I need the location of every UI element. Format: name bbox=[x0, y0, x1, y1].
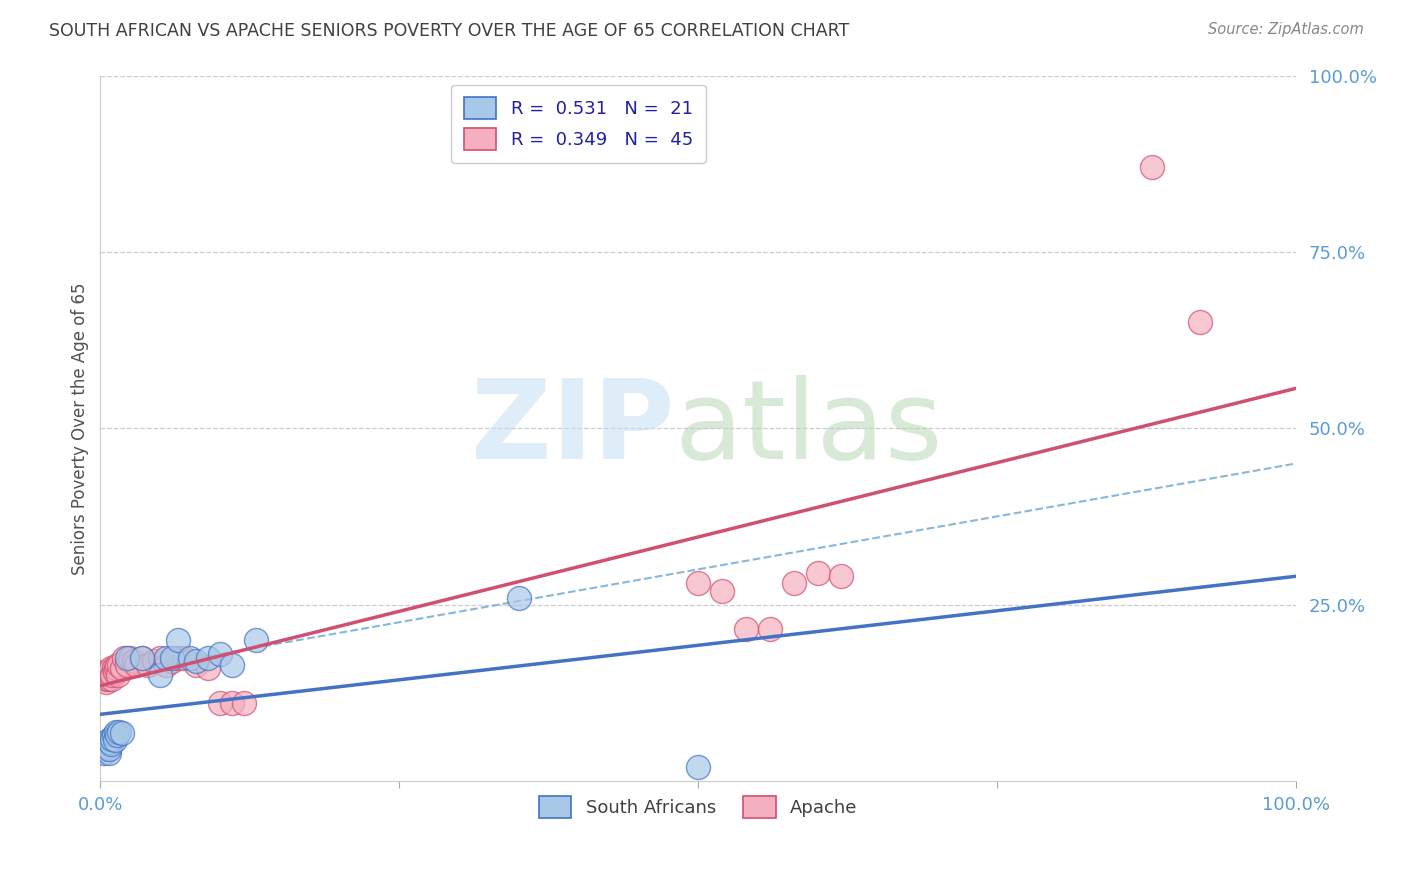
Point bbox=[100, 661, 122, 675]
Point bbox=[221, 657, 243, 672]
Point bbox=[105, 728, 128, 742]
Point bbox=[1189, 315, 1212, 329]
Point bbox=[184, 657, 207, 672]
Point bbox=[93, 665, 115, 679]
Point bbox=[173, 650, 195, 665]
Point bbox=[93, 746, 115, 760]
Point bbox=[758, 623, 780, 637]
Point bbox=[104, 733, 127, 747]
Point bbox=[111, 726, 134, 740]
Point bbox=[160, 650, 183, 665]
Point bbox=[97, 746, 120, 760]
Point bbox=[94, 668, 117, 682]
Point bbox=[120, 650, 142, 665]
Point bbox=[98, 735, 121, 749]
Point bbox=[103, 661, 125, 675]
Point bbox=[782, 576, 804, 591]
Point bbox=[101, 672, 124, 686]
Point bbox=[96, 665, 118, 679]
Point bbox=[103, 728, 125, 742]
Point bbox=[98, 665, 121, 679]
Point bbox=[101, 731, 124, 746]
Point bbox=[97, 742, 120, 756]
Point bbox=[167, 650, 190, 665]
Point bbox=[97, 672, 120, 686]
Point bbox=[115, 657, 138, 672]
Point bbox=[179, 650, 201, 665]
Point bbox=[131, 650, 153, 665]
Point bbox=[111, 661, 134, 675]
Point bbox=[94, 742, 117, 756]
Point bbox=[107, 668, 129, 682]
Point bbox=[136, 657, 159, 672]
Point bbox=[197, 650, 219, 665]
Point bbox=[508, 591, 530, 605]
Text: Source: ZipAtlas.com: Source: ZipAtlas.com bbox=[1208, 22, 1364, 37]
Point bbox=[96, 737, 118, 751]
Point bbox=[108, 657, 131, 672]
Point bbox=[208, 647, 231, 661]
Point bbox=[232, 697, 254, 711]
Point bbox=[155, 657, 177, 672]
Point bbox=[96, 735, 118, 749]
Point bbox=[122, 654, 145, 668]
Point bbox=[105, 657, 128, 672]
Point bbox=[98, 731, 121, 746]
Point bbox=[167, 632, 190, 647]
Point bbox=[112, 650, 135, 665]
Point bbox=[831, 569, 853, 583]
Point bbox=[104, 724, 127, 739]
Y-axis label: Seniors Poverty Over the Age of 65: Seniors Poverty Over the Age of 65 bbox=[72, 282, 89, 574]
Text: atlas: atlas bbox=[673, 375, 942, 482]
Point bbox=[806, 566, 828, 580]
Point bbox=[149, 668, 172, 682]
Point bbox=[197, 661, 219, 675]
Text: SOUTH AFRICAN VS APACHE SENIORS POVERTY OVER THE AGE OF 65 CORRELATION CHART: SOUTH AFRICAN VS APACHE SENIORS POVERTY … bbox=[49, 22, 849, 40]
Point bbox=[108, 724, 131, 739]
Point bbox=[734, 623, 756, 637]
Point bbox=[143, 654, 166, 668]
Point bbox=[710, 583, 733, 598]
Point bbox=[149, 650, 172, 665]
Point bbox=[245, 632, 267, 647]
Point bbox=[125, 657, 148, 672]
Point bbox=[96, 675, 118, 690]
Point bbox=[104, 665, 127, 679]
Point bbox=[131, 650, 153, 665]
Point bbox=[1142, 160, 1164, 174]
Point bbox=[104, 661, 127, 675]
Text: ZIP: ZIP bbox=[471, 375, 673, 482]
Point bbox=[155, 650, 177, 665]
Legend: South Africans, Apache: South Africans, Apache bbox=[531, 789, 865, 825]
Point bbox=[160, 654, 183, 668]
Point bbox=[100, 737, 122, 751]
Point bbox=[96, 740, 118, 755]
Point bbox=[101, 668, 124, 682]
Point bbox=[686, 576, 709, 591]
Point bbox=[686, 760, 709, 774]
Point bbox=[115, 650, 138, 665]
Point bbox=[221, 697, 243, 711]
Point bbox=[96, 739, 118, 753]
Point bbox=[208, 697, 231, 711]
Point bbox=[184, 654, 207, 668]
Point bbox=[97, 668, 120, 682]
Point bbox=[96, 672, 118, 686]
